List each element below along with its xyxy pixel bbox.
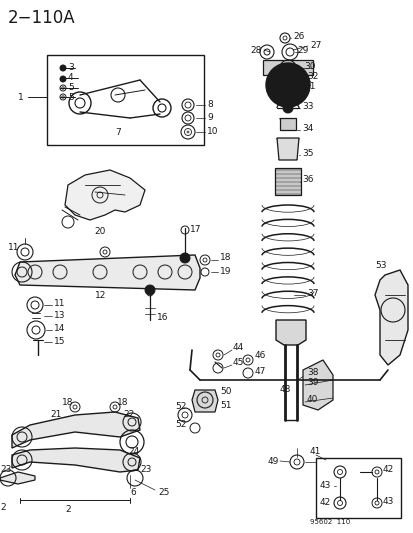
Circle shape bbox=[266, 63, 309, 107]
Text: 32: 32 bbox=[306, 71, 318, 80]
Text: 51: 51 bbox=[219, 401, 231, 410]
Polygon shape bbox=[275, 320, 305, 345]
Text: 11: 11 bbox=[8, 244, 19, 253]
Text: 2−110A: 2−110A bbox=[8, 9, 76, 27]
Text: 10: 10 bbox=[206, 126, 218, 135]
Text: 38: 38 bbox=[306, 368, 318, 377]
Text: 24: 24 bbox=[128, 448, 139, 456]
Polygon shape bbox=[262, 60, 312, 75]
Text: 47: 47 bbox=[254, 367, 266, 376]
Polygon shape bbox=[274, 168, 300, 195]
Text: 23: 23 bbox=[140, 465, 151, 474]
Text: 21: 21 bbox=[50, 410, 61, 419]
Text: 14: 14 bbox=[54, 325, 65, 334]
Polygon shape bbox=[192, 390, 218, 412]
Text: 9: 9 bbox=[206, 112, 212, 122]
Text: 17: 17 bbox=[190, 225, 201, 235]
Polygon shape bbox=[15, 255, 199, 290]
Text: 30: 30 bbox=[303, 61, 315, 70]
Text: 48: 48 bbox=[279, 385, 291, 394]
Text: 43: 43 bbox=[382, 497, 394, 506]
Text: 45: 45 bbox=[233, 359, 244, 367]
Text: 27: 27 bbox=[309, 41, 320, 50]
Text: 5: 5 bbox=[68, 93, 74, 101]
Text: 40: 40 bbox=[306, 395, 318, 405]
Text: 28: 28 bbox=[249, 45, 261, 54]
Circle shape bbox=[60, 76, 66, 82]
Text: 3: 3 bbox=[68, 62, 74, 71]
Text: 12: 12 bbox=[95, 290, 106, 300]
Text: 4: 4 bbox=[68, 72, 74, 82]
Polygon shape bbox=[302, 360, 332, 410]
Polygon shape bbox=[65, 170, 145, 220]
Text: 23: 23 bbox=[0, 465, 11, 474]
Polygon shape bbox=[276, 138, 298, 160]
Text: 22: 22 bbox=[123, 410, 134, 419]
Text: 25: 25 bbox=[158, 489, 169, 497]
Polygon shape bbox=[12, 412, 140, 448]
Bar bbox=[47, 55, 204, 145]
Text: 29: 29 bbox=[296, 45, 308, 54]
Text: 11: 11 bbox=[54, 300, 65, 309]
Circle shape bbox=[60, 65, 66, 71]
Circle shape bbox=[180, 253, 190, 263]
Text: 8: 8 bbox=[206, 100, 212, 109]
Text: 42: 42 bbox=[382, 465, 393, 474]
Text: 18: 18 bbox=[219, 254, 231, 262]
Text: 53: 53 bbox=[374, 261, 386, 270]
Text: 13: 13 bbox=[54, 311, 65, 320]
Text: 36: 36 bbox=[301, 175, 313, 184]
Text: 7: 7 bbox=[115, 127, 121, 136]
Text: 33: 33 bbox=[301, 101, 313, 110]
Circle shape bbox=[282, 103, 292, 113]
Text: 26: 26 bbox=[292, 31, 304, 41]
Text: 37: 37 bbox=[306, 288, 318, 297]
Bar bbox=[315, 458, 400, 518]
Text: 44: 44 bbox=[233, 343, 244, 352]
Text: 52: 52 bbox=[175, 402, 186, 411]
Text: 52: 52 bbox=[175, 421, 186, 430]
Text: 34: 34 bbox=[301, 124, 313, 133]
Text: 1: 1 bbox=[18, 93, 24, 101]
Text: 18: 18 bbox=[117, 399, 128, 408]
Text: 2: 2 bbox=[0, 504, 6, 513]
Text: 42: 42 bbox=[319, 498, 330, 507]
Text: 18: 18 bbox=[62, 399, 74, 408]
Text: 95602  110: 95602 110 bbox=[309, 519, 349, 525]
Text: 35: 35 bbox=[301, 149, 313, 157]
Text: 2: 2 bbox=[65, 505, 71, 514]
Text: 20: 20 bbox=[94, 228, 105, 237]
Text: 43: 43 bbox=[319, 481, 330, 490]
Text: 16: 16 bbox=[157, 313, 168, 322]
Text: 39: 39 bbox=[306, 378, 318, 387]
Text: 31: 31 bbox=[303, 82, 315, 91]
Text: 50: 50 bbox=[219, 387, 231, 397]
Text: 5: 5 bbox=[68, 83, 74, 92]
Text: 6: 6 bbox=[130, 489, 135, 497]
Text: 49: 49 bbox=[267, 457, 279, 466]
Polygon shape bbox=[279, 118, 295, 130]
Polygon shape bbox=[374, 270, 407, 365]
Text: 41: 41 bbox=[309, 448, 320, 456]
Text: 19: 19 bbox=[219, 266, 231, 276]
Text: 15: 15 bbox=[54, 337, 65, 346]
Text: 46: 46 bbox=[254, 351, 266, 360]
Circle shape bbox=[145, 285, 154, 295]
Polygon shape bbox=[12, 448, 140, 472]
Polygon shape bbox=[0, 472, 35, 484]
